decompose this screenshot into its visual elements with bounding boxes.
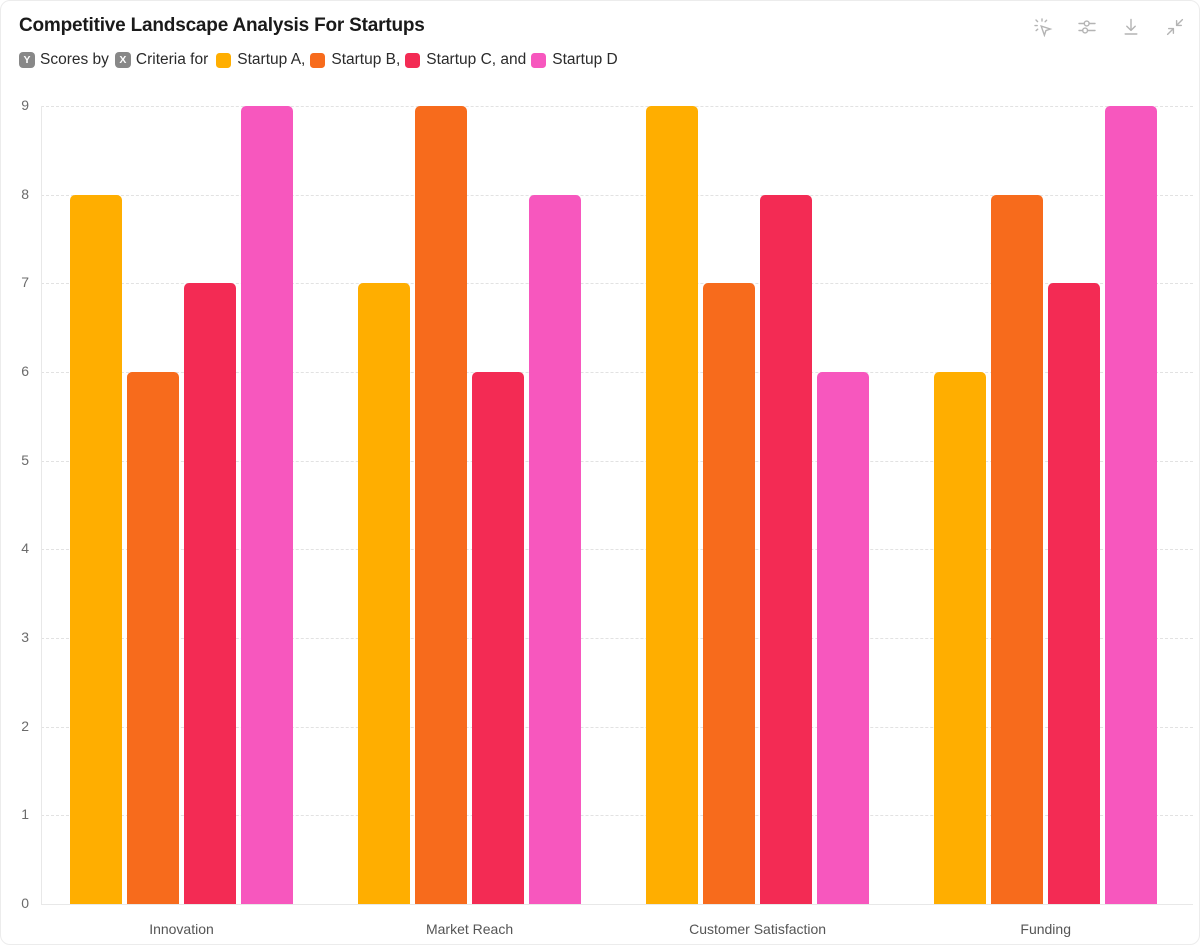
bar[interactable] <box>934 372 987 904</box>
y-tick-label: 8 <box>21 185 29 202</box>
plot-inner: 9 8 7 6 5 4 3 2 1 0 <box>21 97 1193 911</box>
bar[interactable] <box>184 283 236 904</box>
y-tick-label: 2 <box>21 717 29 734</box>
bar-group <box>646 106 870 904</box>
y-tick-label: 4 <box>21 540 29 557</box>
gridline-baseline <box>41 904 1193 905</box>
bar[interactable] <box>415 106 468 904</box>
legend-label-startup-d: Startup D <box>552 51 618 68</box>
y-tick-label: 6 <box>21 363 29 379</box>
bar[interactable] <box>1105 106 1158 904</box>
bar[interactable] <box>703 283 756 904</box>
bar[interactable] <box>70 194 122 904</box>
chart-toolbar <box>1029 13 1189 41</box>
gridline <box>41 638 1193 639</box>
x-axis-labels: Innovation Market Reach Customer Satisfact… <box>41 921 1193 937</box>
x-tick-label: Funding <box>1020 921 1071 937</box>
bar-groups <box>41 106 1193 904</box>
y-tick-label: 0 <box>21 895 29 911</box>
chart-subtitle-legend: Y Scores by X Criteria for Startup A, St… <box>19 49 1187 71</box>
gridline <box>41 194 1193 196</box>
y-axis-badge: Y <box>19 52 35 68</box>
legend-label-startup-b: Startup B, <box>331 51 401 68</box>
y-tick-label: 3 <box>21 629 29 645</box>
y-tick-label: 1 <box>21 806 29 823</box>
bar[interactable] <box>358 283 411 904</box>
download-icon[interactable] <box>1117 13 1145 41</box>
gridline <box>41 283 1193 285</box>
y-tick-label: 5 <box>21 451 29 468</box>
page-title: Competitive Landscape Analysis For Start… <box>19 15 425 36</box>
gridline <box>41 106 1193 107</box>
x-tick-label: Innovation <box>149 921 214 937</box>
bar[interactable] <box>646 106 699 904</box>
magic-cursor-icon[interactable] <box>1029 13 1057 41</box>
bar[interactable] <box>127 372 179 904</box>
bar[interactable] <box>472 372 525 904</box>
gridline <box>41 549 1193 551</box>
bar[interactable] <box>991 194 1044 904</box>
bar[interactable] <box>1048 283 1101 904</box>
bar[interactable] <box>760 194 813 904</box>
chart-header: Competitive Landscape Analysis For Start… <box>1 1 1199 89</box>
chart-plot-area: 9 8 7 6 5 4 3 2 1 0 Innovation Market Rea… <box>1 89 1199 944</box>
x-axis-description: Criteria for <box>135 51 209 68</box>
gridline <box>41 815 1193 817</box>
legend-swatch-startup-a <box>216 52 232 68</box>
bar[interactable] <box>817 372 870 904</box>
bar-group <box>934 106 1158 904</box>
bar[interactable] <box>241 106 293 904</box>
gridline <box>41 726 1193 728</box>
y-axis-description: Scores by <box>40 51 109 68</box>
x-tick-label: Customer Satisfaction <box>689 921 827 937</box>
y-tick-label: 7 <box>21 274 29 291</box>
bar-group <box>70 106 293 904</box>
sliders-icon[interactable] <box>1073 13 1101 41</box>
y-axis-line <box>41 106 42 904</box>
legend-label-startup-a: Startup A, <box>237 51 306 68</box>
legend-swatch-startup-b <box>310 52 326 68</box>
legend-swatch-startup-d <box>531 52 547 68</box>
bar-group <box>358 106 582 904</box>
gridline <box>41 372 1193 373</box>
x-axis-badge: X <box>114 52 131 68</box>
y-tick-label: 9 <box>21 97 29 113</box>
bar[interactable] <box>529 194 582 904</box>
legend-label-startup-c: Startup C, and <box>426 51 527 68</box>
gridline <box>41 460 1193 462</box>
x-tick-label: Market Reach <box>425 921 514 937</box>
collapse-icon[interactable] <box>1161 13 1189 41</box>
legend-swatch-startup-c <box>405 52 421 68</box>
